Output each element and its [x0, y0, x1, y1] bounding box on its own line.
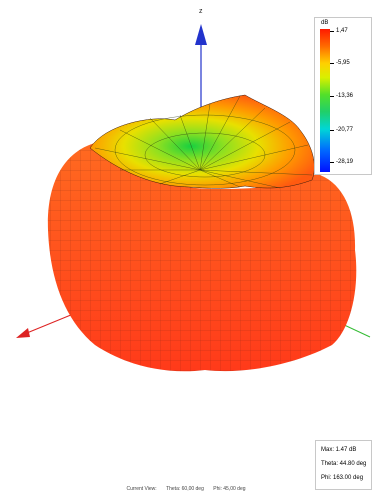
max-phi: Phi: 163.00 deg [321, 475, 364, 481]
max-value: Max: 1.47 dB [321, 447, 357, 453]
color-scale-legend: dB 1,47 -5,95 -13,36 -20,77 -28,19 [314, 17, 372, 175]
pattern-cup [89, 94, 315, 189]
max-theta: Theta: 44.80 deg [321, 461, 367, 467]
current-view-status: Current View: Theta: 60,00 deg Phi: 45,0… [0, 484, 372, 494]
max-info-box: Max: 1.47 dB Theta: 44.80 deg Phi: 163.0… [315, 440, 372, 490]
scale-unit-label: dB [321, 20, 329, 26]
x-axis-arrow [16, 328, 30, 338]
view-theta: Theta: 60,00 deg [166, 486, 204, 492]
view-phi: Phi: 45,00 deg [213, 486, 246, 492]
view-prefix: Current View: [126, 486, 157, 492]
z-axis-label: z [199, 8, 203, 15]
color-scale-bar [320, 29, 330, 172]
cup-mesh [94, 95, 313, 189]
z-axis-arrow [195, 24, 207, 45]
